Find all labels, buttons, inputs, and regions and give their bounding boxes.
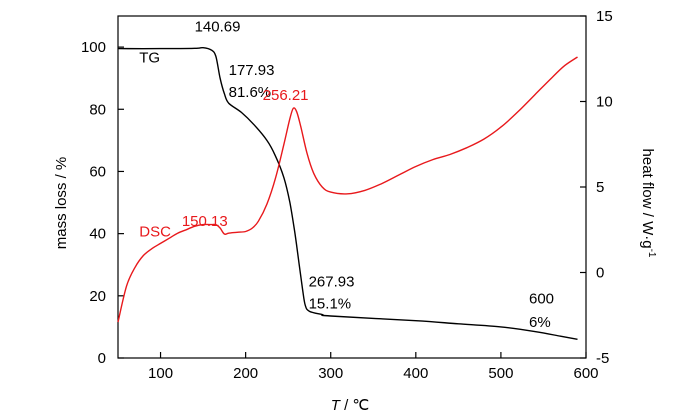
y-left-axis-title: mass loss / % bbox=[53, 157, 70, 250]
x-tick-label: 400 bbox=[403, 365, 428, 382]
annotation-label: 267.93 bbox=[309, 273, 355, 290]
y-right-axis-title-main: heat flow / W·g bbox=[639, 149, 656, 249]
annotation-label: 256.21 bbox=[263, 87, 309, 104]
annotation-layer: 140.69 TG 177.93 81.6%256.21 DSC 150.13 267.93… bbox=[139, 19, 554, 331]
y-right-axis-title-sup: -1 bbox=[646, 249, 657, 258]
y-left-tick-label: 40 bbox=[89, 226, 106, 243]
x-tick-label: 500 bbox=[488, 365, 513, 382]
series-line-dsc bbox=[117, 56, 578, 323]
annotation-label: 81.6% bbox=[229, 84, 272, 101]
annotation-label: TG bbox=[139, 50, 160, 67]
x-axis-title-symbol: T bbox=[331, 397, 342, 414]
x-tick-label: 600 bbox=[573, 365, 598, 382]
plot-border bbox=[117, 15, 587, 359]
x-tick-label: 100 bbox=[148, 365, 173, 382]
annotation-label: 140.69 bbox=[195, 19, 241, 36]
series-line-tg bbox=[117, 46, 578, 340]
y-right-tick-label: 5 bbox=[596, 179, 604, 196]
series-layer bbox=[117, 46, 578, 340]
y-right-tick-label: 10 bbox=[596, 94, 613, 111]
annotation-label: 177.93 bbox=[229, 62, 275, 79]
y-left-tick-label: 60 bbox=[89, 163, 106, 180]
y-right-tick-label: -5 bbox=[596, 350, 609, 367]
annotation-label: 150.13 bbox=[182, 213, 228, 230]
annotation-label: 15.1% bbox=[309, 295, 352, 312]
annotation-label: DSC bbox=[139, 224, 171, 241]
x-axis-title: T / ℃ bbox=[331, 397, 370, 414]
y-left-tick-label: 80 bbox=[89, 101, 106, 118]
plot-frame bbox=[117, 15, 587, 359]
x-axis-title-unit: / ℃ bbox=[340, 397, 369, 414]
y-right-tick-label: 0 bbox=[596, 265, 604, 282]
y-left-tick-label: 0 bbox=[98, 350, 106, 367]
x-tick-label: 200 bbox=[233, 365, 258, 382]
tick-layer: 100 200 300 400 500 600 0 20 40 60 80 100 -5 0 5 10 15 bbox=[81, 8, 613, 382]
annotation-label: 6% bbox=[529, 314, 551, 331]
x-tick-label: 300 bbox=[318, 365, 343, 382]
y-right-axis-title: heat flow / W·g-1 bbox=[639, 149, 657, 258]
annotation-label: 600 bbox=[529, 291, 554, 308]
y-left-tick-label: 20 bbox=[89, 288, 106, 305]
y-left-tick-label: 100 bbox=[81, 39, 106, 56]
y-right-tick-label: 15 bbox=[596, 8, 613, 25]
